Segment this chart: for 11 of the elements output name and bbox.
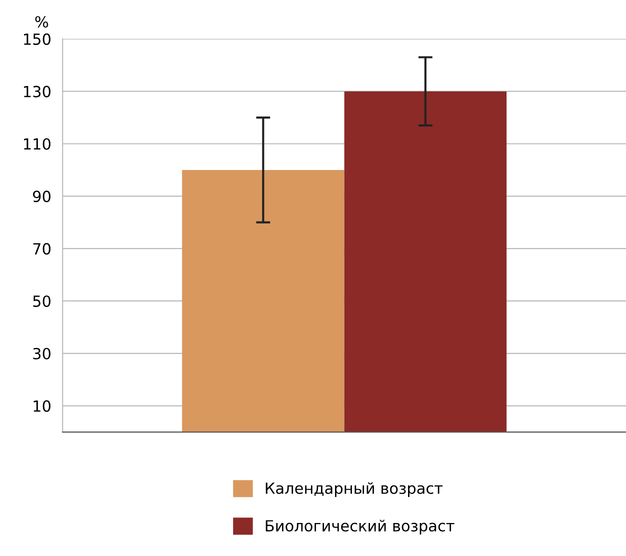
- y-tick-label: 110: [24, 138, 50, 150]
- y-tick-label: 90: [33, 190, 50, 202]
- legend-label: Календарный возраст: [266, 482, 443, 497]
- y-tick-label: 130: [24, 86, 50, 98]
- y-tick-label: 150: [24, 33, 50, 45]
- y-tick-label: 70: [33, 243, 50, 255]
- legend-label: Биологический возраст: [266, 520, 454, 535]
- y-tick-label: 10: [34, 400, 50, 412]
- y-axis-title: %: [35, 16, 48, 28]
- y-tick-label: 30: [33, 348, 50, 360]
- y-tick-label: 50: [33, 295, 50, 308]
